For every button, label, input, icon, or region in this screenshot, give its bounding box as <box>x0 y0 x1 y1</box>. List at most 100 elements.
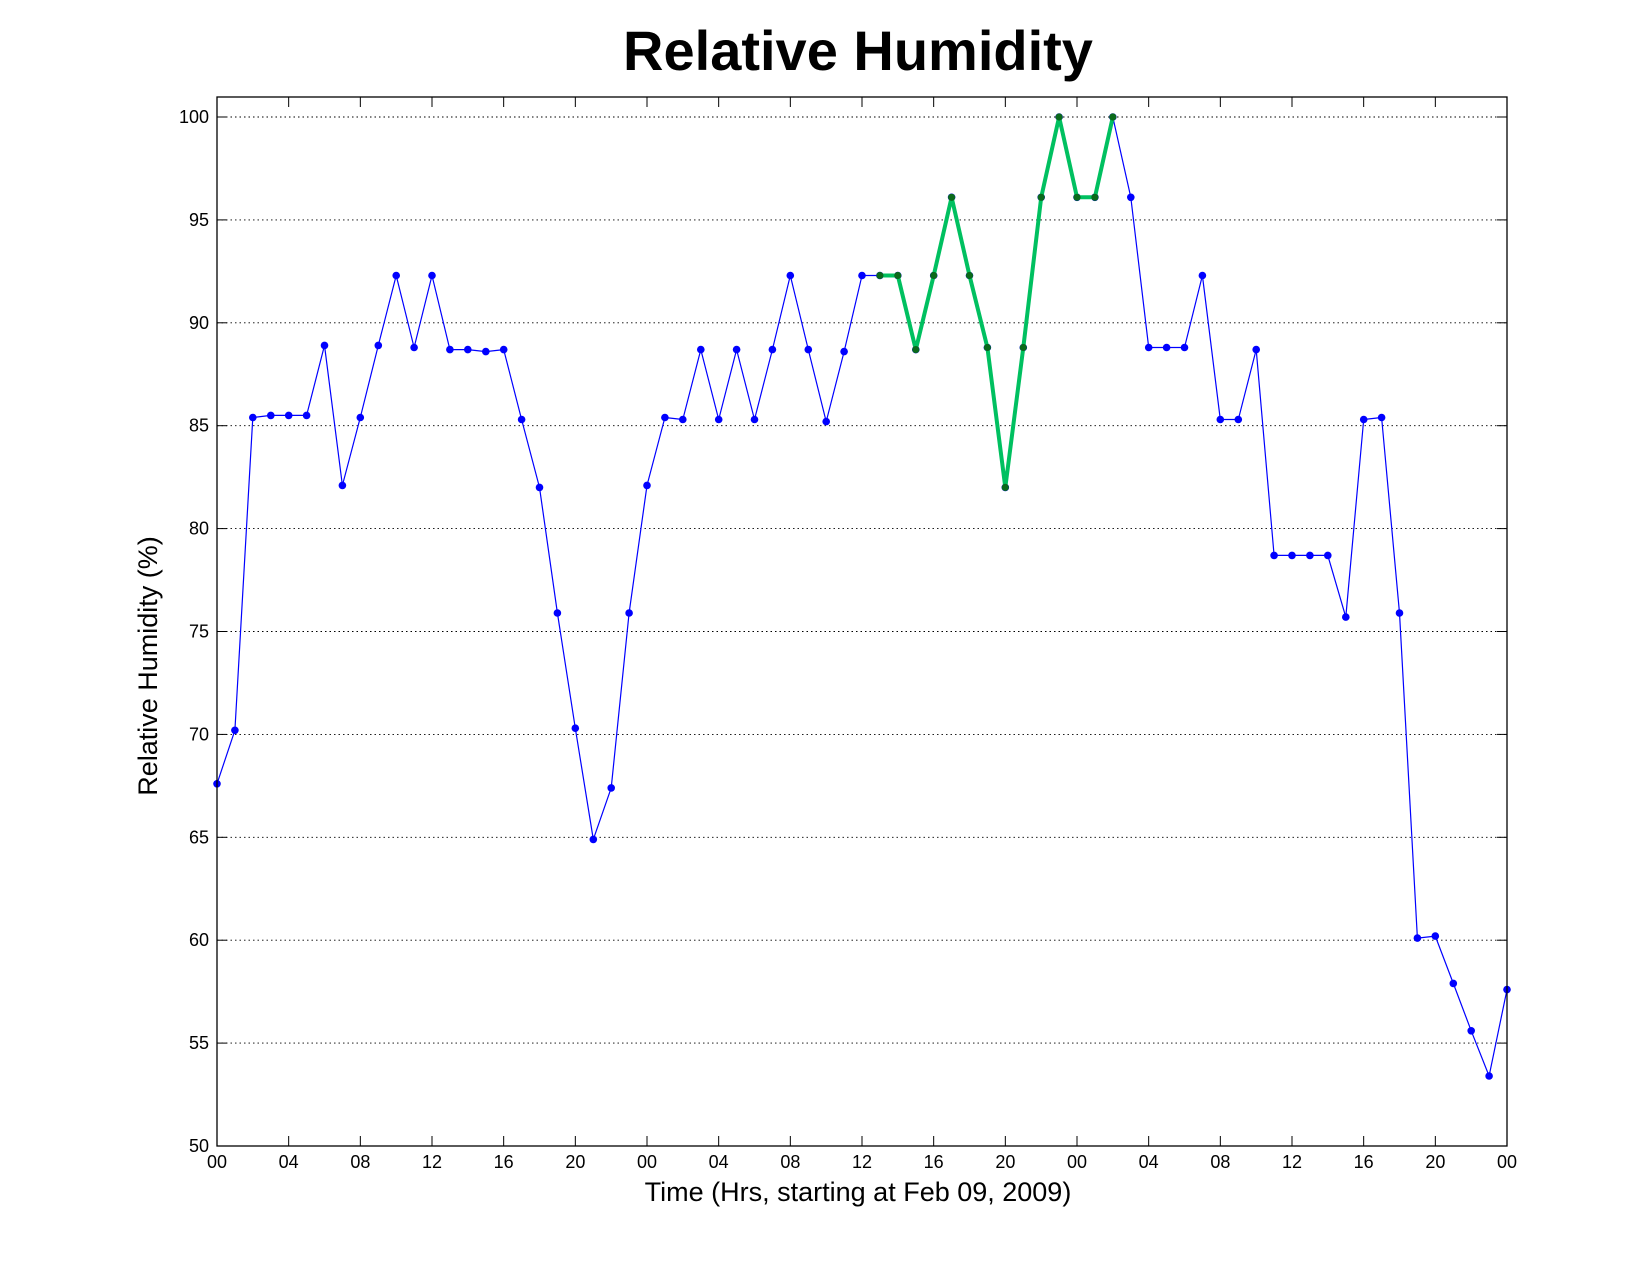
series-0-point-18 <box>535 483 544 492</box>
series-0-point-70 <box>1467 1027 1475 1035</box>
series-0-point-7 <box>338 481 347 490</box>
x-tick-label-6: 00 <box>637 1152 657 1172</box>
series-layer <box>213 113 1511 1080</box>
series-0-point-26 <box>679 415 687 424</box>
series-0-point-2 <box>249 413 257 422</box>
x-tick-label-14: 08 <box>1210 1152 1230 1172</box>
series-0-point-55 <box>1198 271 1207 280</box>
x-tick-label-9: 12 <box>852 1152 872 1172</box>
y-tick-label-55: 55 <box>189 1033 209 1053</box>
series-0-point-3 <box>267 411 275 420</box>
series-0-point-53 <box>1162 343 1171 352</box>
series-1-point-7 <box>1001 483 1009 491</box>
y-tick-label-50: 50 <box>189 1136 209 1156</box>
x-tick-label-13: 04 <box>1139 1152 1159 1172</box>
series-1-point-9 <box>1037 193 1045 201</box>
x-axis-label: Time (Hrs, starting at Feb 09, 2009) <box>645 1177 1072 1207</box>
y-tick-label-85: 85 <box>189 416 209 436</box>
series-0-point-71 <box>1485 1072 1493 1080</box>
series-1-point-13 <box>1109 113 1117 121</box>
series-0-point-23 <box>625 609 633 617</box>
tick-layer: 50 55 60 65 70 75 80 85 90 95 100 00 04 08 12 16 20 00 04 0… <box>179 97 1517 1172</box>
x-tick-label-2: 08 <box>350 1152 370 1172</box>
series-0-point-32 <box>786 271 795 280</box>
y-tick-label-80: 80 <box>189 519 209 539</box>
series-0-point-58 <box>1252 345 1260 354</box>
x-tick-label-18: 00 <box>1497 1152 1517 1172</box>
x-tick-label-4: 16 <box>494 1152 514 1172</box>
series-0-point-28 <box>714 415 723 424</box>
series-0-point-51 <box>1127 193 1135 202</box>
series-0-point-54 <box>1180 343 1189 352</box>
series-0-point-67 <box>1413 934 1422 942</box>
series-1-point-12 <box>1091 193 1099 201</box>
series-0-point-35 <box>840 347 848 356</box>
series-1-point-10 <box>1055 113 1063 121</box>
series-0-point-30 <box>750 415 759 424</box>
series-0-point-65 <box>1377 413 1386 422</box>
series-0-point-60 <box>1288 551 1296 560</box>
x-tick-label-0: 00 <box>207 1152 227 1172</box>
y-tick-label-65: 65 <box>189 827 209 847</box>
series-0-point-21 <box>589 835 598 844</box>
x-tick-label-15: 12 <box>1282 1152 1302 1172</box>
x-tick-label-3: 12 <box>422 1152 442 1172</box>
series-0-point-64 <box>1359 415 1368 424</box>
series-0-point-4 <box>284 411 293 420</box>
series-0-point-61 <box>1306 551 1314 560</box>
series-0-point-12 <box>428 271 436 280</box>
series-1-point-4 <box>948 193 956 201</box>
series-0-point-15 <box>482 347 490 356</box>
series-0-point-29 <box>732 345 741 354</box>
series-0-point-63 <box>1342 613 1350 621</box>
series-0-point-68 <box>1431 932 1440 940</box>
x-tick-label-16: 16 <box>1354 1152 1374 1172</box>
series-0-point-14 <box>464 345 472 354</box>
series-0-point-52 <box>1144 343 1153 352</box>
series-0-point-59 <box>1270 551 1278 560</box>
series-0-point-57 <box>1234 415 1243 424</box>
series-0-point-17 <box>517 415 526 424</box>
x-tick-label-11: 20 <box>995 1152 1015 1172</box>
series-0-point-24 <box>643 481 651 490</box>
plot-frame <box>216 96 1508 1147</box>
series-0-point-62 <box>1324 551 1332 560</box>
series-1-point-0 <box>876 271 884 280</box>
series-0-point-11 <box>410 343 418 352</box>
series-0-point-6 <box>320 341 329 350</box>
x-tick-label-12: 00 <box>1067 1152 1087 1172</box>
series-0-point-8 <box>356 413 365 422</box>
series-1-point-1 <box>894 271 902 280</box>
x-tick-label-7: 04 <box>709 1152 729 1172</box>
series-0-point-56 <box>1216 415 1225 424</box>
series-0-point-10 <box>392 271 401 280</box>
x-tick-label-17: 20 <box>1425 1152 1445 1172</box>
series-0-point-33 <box>804 345 813 354</box>
y-tick-label-75: 75 <box>189 622 209 642</box>
series-1-point-3 <box>930 271 938 280</box>
series-0-point-25 <box>661 413 669 422</box>
series-0-point-27 <box>697 345 705 354</box>
series-1-point-11 <box>1073 193 1081 201</box>
series-0-point-34 <box>822 417 830 426</box>
series-0-point-66 <box>1395 609 1404 617</box>
series-0-point-5 <box>302 411 311 420</box>
x-tick-label-1: 04 <box>279 1152 299 1172</box>
grid-layer <box>217 116 1507 1044</box>
series-1-point-6 <box>983 343 992 352</box>
series-0-point-13 <box>446 345 454 354</box>
series-0-point-31 <box>768 345 777 354</box>
y-tick-label-95: 95 <box>189 210 209 230</box>
y-tick-label-60: 60 <box>189 930 209 950</box>
series-1-line <box>879 115 1115 490</box>
series-0-point-22 <box>607 784 615 792</box>
series-0-point-9 <box>374 341 383 350</box>
x-tick-label-5: 20 <box>565 1152 585 1172</box>
series-0-point-19 <box>553 609 562 617</box>
series-0-line <box>216 116 1508 1077</box>
series-0-point-69 <box>1449 979 1458 988</box>
x-tick-label-10: 16 <box>924 1152 944 1172</box>
y-axis-label: Relative Humidity (%) <box>133 536 163 796</box>
y-tick-label-70: 70 <box>189 724 209 744</box>
x-tick-label-8: 08 <box>780 1152 800 1172</box>
